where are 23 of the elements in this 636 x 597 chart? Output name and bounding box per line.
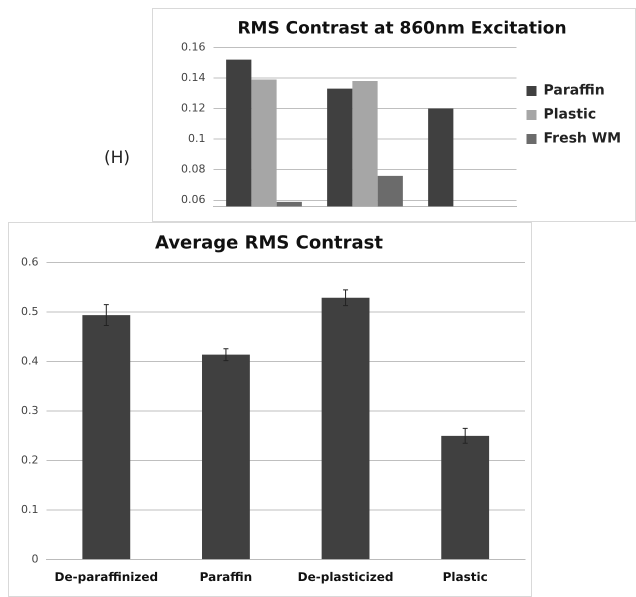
chart-title: RMS Contrast at 860nm Excitation	[237, 18, 567, 39]
x-tick-label: Paraffin	[200, 570, 252, 584]
y-tick-label: 0.06	[180, 193, 206, 206]
y-tick-label: 0.2	[20, 453, 38, 466]
y-tick-label: 0.12	[180, 101, 206, 114]
y-tick-label: 0.16	[180, 40, 206, 54]
y-tick-label: 0.3	[20, 404, 38, 417]
x-tick-label: Plastic	[442, 570, 488, 584]
chart-title: Average RMS Contrast	[155, 232, 384, 254]
y-tick-label: 0.4	[20, 354, 38, 368]
x-tick-label: De-plasticized	[298, 570, 394, 584]
y-tick-label: 0.1	[20, 502, 38, 516]
y-tick-label: 0.1	[188, 132, 206, 145]
y-tick-label: 0.5	[20, 304, 38, 318]
legend-label: Fresh WM	[544, 130, 622, 147]
x-tick-label: De-paraffinized	[54, 570, 158, 584]
y-tick-label: 0.14	[180, 70, 206, 84]
text: (H)	[104, 148, 130, 168]
y-tick-label: 0.08	[180, 162, 206, 176]
y-tick-label: 0.6	[20, 255, 38, 268]
legend-label: Paraffin	[544, 82, 605, 99]
legend-label: Plastic	[544, 106, 596, 123]
y-tick-label: 0	[31, 552, 38, 566]
